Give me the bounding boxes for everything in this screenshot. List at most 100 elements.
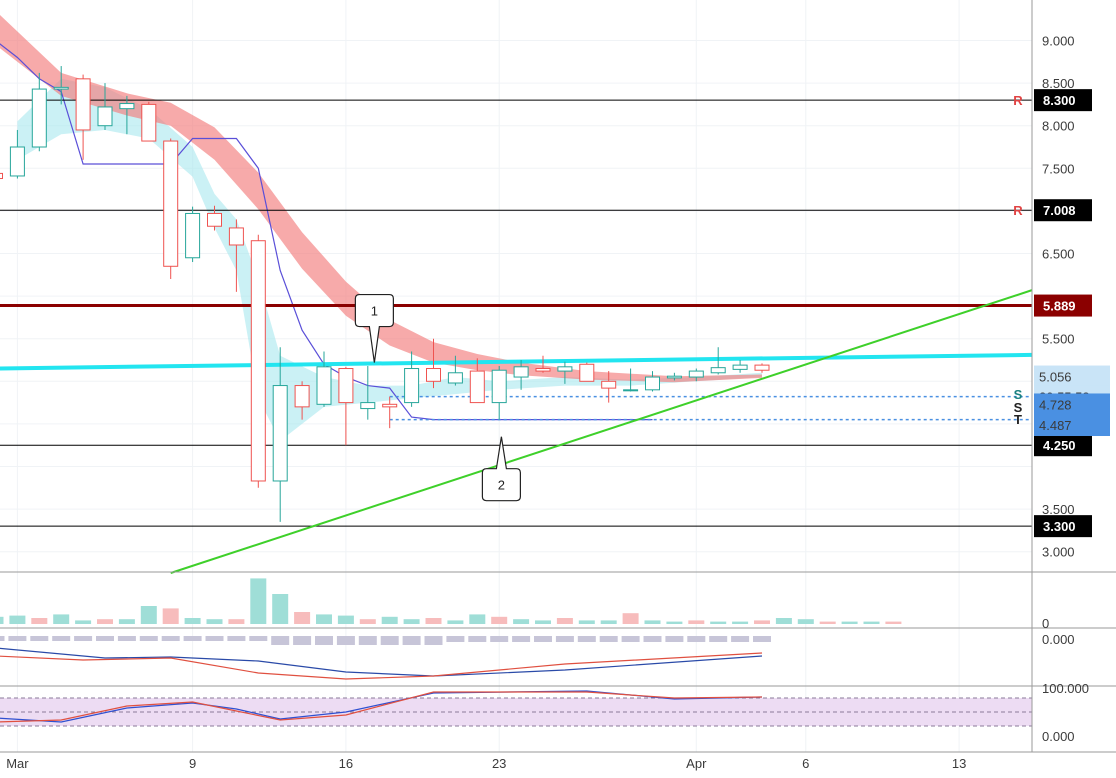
volume-bar (9, 615, 26, 624)
volume-bar (513, 619, 530, 624)
level-tag-bg (1034, 434, 1092, 457)
level-tag: 8.300 (1043, 93, 1076, 108)
time-tick: 23 (492, 756, 506, 771)
callout-label: 1 (371, 304, 378, 319)
macd-bar (687, 636, 706, 642)
volume-bar (688, 620, 705, 624)
volume-bar (819, 621, 836, 624)
level-tag-bg (1034, 515, 1092, 538)
callout-1: 1 (354, 293, 394, 363)
candle-body (360, 402, 376, 410)
price-tick: 5.500 (1042, 332, 1075, 347)
price-tick: 9.000 (1042, 34, 1075, 49)
macd-bar (161, 636, 180, 641)
candle-body (0, 172, 3, 180)
price-tick: 8.000 (1042, 119, 1075, 134)
volume-bar (53, 614, 70, 624)
volume-bar (622, 613, 639, 624)
volume-bar (666, 621, 683, 624)
volume-bar (556, 618, 573, 624)
candle-body (623, 389, 639, 392)
candle-body (9, 146, 25, 177)
candle-body (338, 368, 354, 404)
price-tag-bg (1034, 365, 1110, 388)
volume-bar (316, 614, 332, 624)
price-tag-bg (1034, 414, 1110, 437)
macd-bar (621, 636, 640, 642)
candles (0, 66, 770, 522)
macd-line (0, 647, 763, 677)
macd-bar (665, 636, 684, 642)
macd-bar (293, 636, 312, 645)
macd-tick: 0.000 (1042, 632, 1075, 647)
volume-bar (644, 620, 661, 624)
time-tick: 9 (189, 756, 196, 771)
candle-body (382, 403, 398, 408)
macd-bar (205, 636, 224, 641)
macd-bar (183, 636, 202, 641)
macd-bar (8, 636, 27, 641)
time-tick: 13 (952, 756, 966, 771)
volume-bar (841, 621, 858, 624)
price-tick: 6.500 (1042, 247, 1075, 262)
candle-body (272, 385, 288, 482)
volume-bar (140, 606, 157, 624)
volume-bar (863, 621, 880, 624)
volume-bar (578, 620, 595, 624)
level-marker: R (1013, 93, 1023, 108)
volume-bar (294, 612, 311, 624)
time-tick: 6 (802, 756, 809, 771)
macd-bar (30, 636, 49, 641)
price-tag: 5.056 (1039, 370, 1072, 385)
volume-tick: 0 (1042, 616, 1049, 631)
price-tag-bg (1034, 393, 1110, 416)
macd-bar (468, 636, 487, 642)
price-tag: 4.728 (1039, 397, 1072, 412)
candle-body (163, 140, 179, 267)
callout-box (354, 293, 394, 363)
volume-bar (491, 616, 508, 624)
macd-bar (555, 636, 574, 642)
candle-body (228, 227, 244, 246)
macd-bar (117, 636, 136, 641)
volume-bar (710, 621, 727, 624)
callout-box (481, 436, 521, 502)
level-tag-bg (1034, 89, 1092, 112)
macd-bar (753, 636, 771, 642)
candle-body (666, 375, 682, 379)
macd-bar (599, 636, 618, 642)
level-tag: 7.008 (1043, 203, 1076, 218)
support-trend-line (170, 289, 1033, 574)
candle-body (53, 86, 69, 90)
candle-body (754, 364, 770, 371)
side-mark: S (1014, 387, 1023, 402)
volume-bar (885, 621, 902, 624)
rsi-tick-top: 100.000 (1042, 681, 1089, 696)
candle-body (557, 366, 573, 372)
candle-body (447, 372, 463, 384)
signal-line (0, 652, 763, 680)
volume-bar (425, 618, 442, 624)
volume-bar (118, 619, 135, 624)
macd-bar (358, 636, 377, 645)
volume-bar (75, 620, 92, 624)
candle-body (316, 366, 332, 405)
callout-label: 2 (498, 478, 505, 493)
indicator-panes (0, 571, 1116, 727)
volume-bar (600, 620, 617, 624)
price-tick: 3.500 (1042, 502, 1075, 517)
rsi-signal-line (0, 691, 763, 723)
time-tick: Apr (686, 756, 707, 771)
volume-bar (359, 619, 376, 624)
macd-bar (271, 636, 290, 645)
volume-bar (381, 616, 398, 624)
candle-body (579, 363, 595, 382)
volume-bar (0, 616, 4, 624)
macd-bar (96, 636, 114, 641)
macd-bar (0, 636, 5, 641)
macd-bar (315, 636, 333, 645)
trend-lines (0, 289, 1033, 574)
volume-bar (97, 619, 113, 624)
candle-body (75, 78, 91, 131)
